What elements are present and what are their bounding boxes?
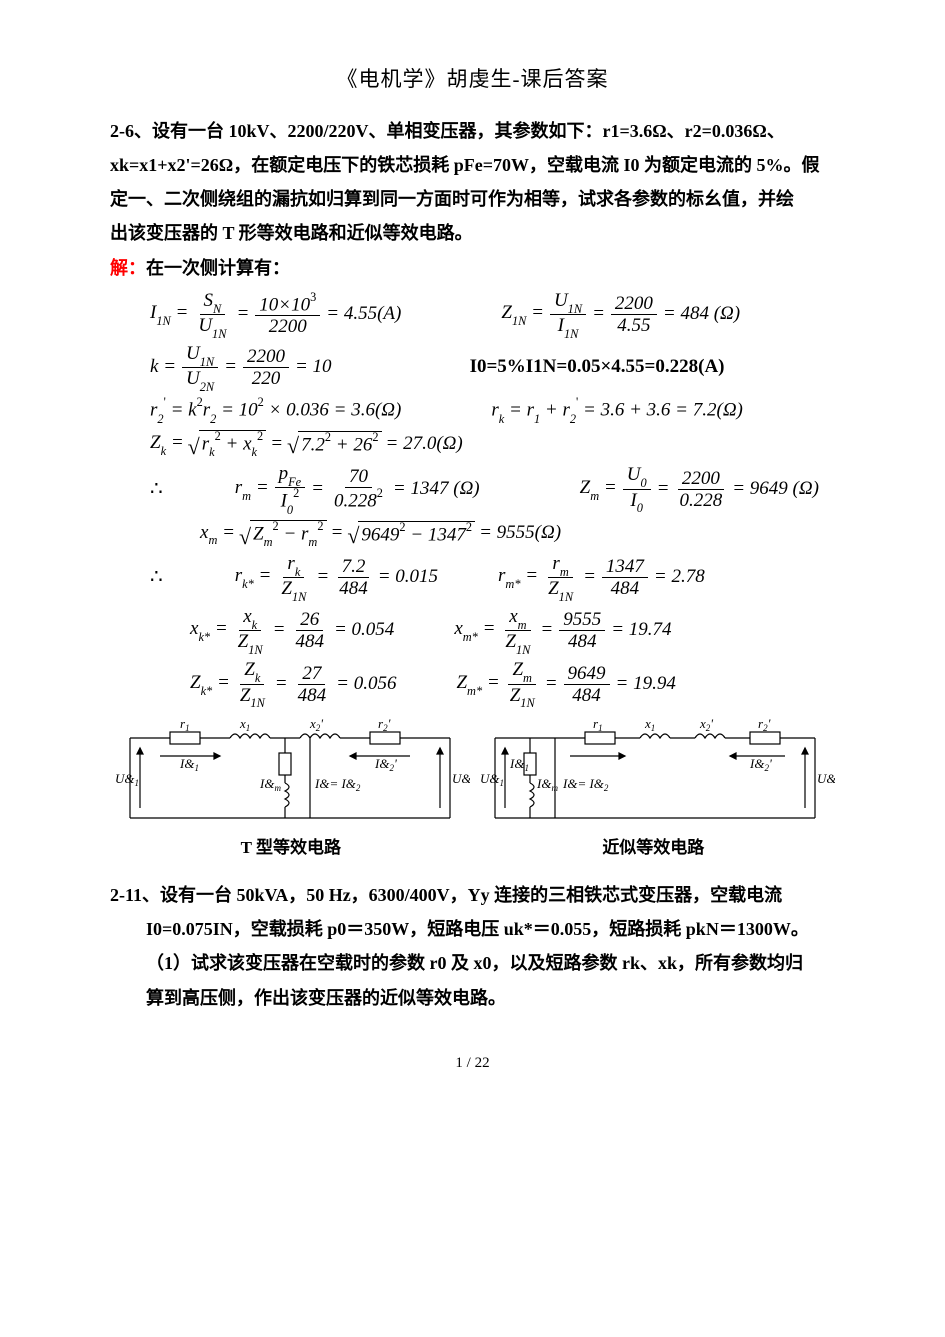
- t-circuit-icon: r1 x1 x2' r2' U&1 U&2' I&1 I&2' I&m I&= …: [110, 718, 470, 828]
- p26-line2: xk=x1+x2'=26Ω，在额定电压下的铁芯损耗 pFe=70W，空载电流 I…: [110, 148, 835, 182]
- svg-text:r1: r1: [593, 718, 603, 733]
- svg-text:x2': x2': [699, 718, 713, 733]
- svg-text:x2': x2': [309, 718, 323, 733]
- p26-line3: 定一、二次侧绕组的漏抗如归算到同一方面时可作为相等，试求各参数的标幺值，并绘: [110, 182, 835, 216]
- eq-Z1N: Z1N = U1NI1N = 22004.55 = 484 (Ω): [501, 291, 740, 338]
- eq-row-5: ∴ rm = pFeI02 = 700.2282 = 1347 (Ω) Zm =…: [150, 464, 835, 514]
- eq-rms: rm* = rmZ1N = 1347484 = 2.78: [498, 554, 705, 601]
- problem-2-11: 2-11、设有一台 50kVA，50 Hz，6300/400V，Yy 连接的三相…: [110, 878, 835, 1015]
- solution-heading: 解：在一次侧计算有：: [110, 251, 835, 285]
- p211-line4: 算到高压侧，作出该变压器的近似等效电路。: [110, 981, 835, 1015]
- eq-row-1: I1N = SNU1N = 10×1032200 = 4.55(A) Z1N =…: [150, 291, 835, 338]
- svg-text:r2': r2': [758, 718, 771, 733]
- caption-t: T 型等效电路: [241, 832, 341, 864]
- eq-row-7: ∴ rk* = rkZ1N = 7.2484 = 0.015 rm* = rmZ…: [150, 554, 835, 601]
- approx-circuit-icon: r1 x1 x2' r2' U&1 U&2' I&1 I&m I&= I&2 I…: [475, 718, 835, 828]
- solution-label: 解：: [110, 258, 146, 278]
- solution-text: 在一次侧计算有：: [146, 258, 290, 278]
- svg-text:I&1: I&1: [509, 756, 529, 773]
- eq-I0: I0=5%I1N=0.05×4.55=0.228(A): [470, 356, 725, 379]
- page-footer: 1 / 22: [110, 1049, 835, 1078]
- eq-row-2: k = U1NU2N = 2200220 = 10 I0=5%I1N=0.05×…: [150, 344, 835, 391]
- svg-text:U&2': U&2': [452, 771, 470, 788]
- svg-text:I&= I&2: I&= I&2: [562, 776, 609, 793]
- svg-text:I&= I&2: I&= I&2: [314, 776, 361, 793]
- svg-text:I&2': I&2': [374, 756, 397, 773]
- svg-text:I&m: I&m: [259, 776, 281, 793]
- eq-row-9: Zk* = ZkZ1N = 27484 = 0.056 Zm* = ZmZ1N …: [190, 660, 835, 707]
- svg-text:I&1: I&1: [179, 756, 199, 773]
- eq-Zms: Zm* = ZmZ1N = 9649484 = 19.94: [456, 660, 675, 707]
- page: 《电机学》胡虔生-课后答案 2-6、设有一台 10kV、2200/220V、单相…: [0, 0, 945, 1117]
- eq-I1N: I1N = SNU1N = 10×1032200 = 4.55(A): [150, 291, 401, 338]
- therefore-icon: ∴: [150, 477, 163, 501]
- eq-xms: xm* = xmZ1N = 9555484 = 19.74: [454, 607, 671, 654]
- circuit-diagrams: r1 x1 x2' r2' U&1 U&2' I&1 I&2' I&m I&= …: [110, 718, 835, 828]
- eq-r2p: r2' = k2r2 = 102 × 0.036 = 3.6(Ω): [150, 397, 401, 424]
- svg-text:x1: x1: [239, 718, 250, 733]
- eq-xks: xk* = xkZ1N = 26484 = 0.054: [190, 607, 394, 654]
- svg-text:r2': r2': [378, 718, 391, 733]
- p26-line1: 2-6、设有一台 10kV、2200/220V、单相变压器，其参数如下：r1=3…: [110, 114, 835, 148]
- svg-text:U&1: U&1: [115, 771, 139, 788]
- eq-Zm: Zm = U0I0 = 22000.228 = 9649 (Ω): [580, 465, 819, 512]
- svg-text:x1: x1: [644, 718, 655, 733]
- svg-text:r1: r1: [180, 718, 190, 733]
- therefore-icon-2: ∴: [150, 565, 163, 589]
- eq-Zk: Zk = rk2 + xk2 = 7.22 + 262 = 27.0(Ω): [150, 430, 463, 458]
- eq-xm: xm = Zm2 − rm2 = 96492 − 13472 = 9555(Ω): [200, 520, 561, 548]
- svg-text:U&1: U&1: [480, 771, 504, 788]
- p211-line3: （1）试求该变压器在空载时的参数 r0 及 x0，以及短路参数 rk、xk，所有…: [110, 946, 835, 980]
- caption-approx: 近似等效电路: [602, 832, 704, 864]
- eq-row-6: xm = Zm2 − rm2 = 96492 − 13472 = 9555(Ω): [200, 520, 835, 548]
- problem-2-6: 2-6、设有一台 10kV、2200/220V、单相变压器，其参数如下：r1=3…: [110, 114, 835, 251]
- eq-k: k = U1NU2N = 2200220 = 10: [150, 344, 332, 391]
- eq-Zks: Zk* = ZkZ1N = 27484 = 0.056: [190, 660, 396, 707]
- eq-row-3: r2' = k2r2 = 102 × 0.036 = 3.6(Ω) rk = r…: [150, 397, 835, 424]
- page-title: 《电机学》胡虔生-课后答案: [110, 60, 835, 100]
- svg-text:U&2': U&2': [817, 771, 835, 788]
- eq-rk: rk = r1 + r2' = 3.6 + 3.6 = 7.2(Ω): [491, 397, 743, 424]
- p211-line1: 2-11、设有一台 50kVA，50 Hz，6300/400V，Yy 连接的三相…: [110, 878, 835, 912]
- eq-rm: rm = pFeI02 = 700.2282 = 1347 (Ω): [235, 464, 480, 514]
- eq-row-4: Zk = rk2 + xk2 = 7.22 + 262 = 27.0(Ω): [150, 430, 835, 458]
- eq-row-8: xk* = xkZ1N = 26484 = 0.054 xm* = xmZ1N …: [190, 607, 835, 654]
- p26-line4: 出该变压器的 T 形等效电路和近似等效电路。: [110, 216, 835, 250]
- circuit-captions: T 型等效电路 近似等效电路: [110, 832, 835, 864]
- svg-text:I&2': I&2': [749, 756, 772, 773]
- p211-line2: I0=0.075IN，空载损耗 p0＝350W，短路电压 uk*＝0.055，短…: [110, 912, 835, 946]
- eq-rks: rk* = rkZ1N = 7.2484 = 0.015: [235, 554, 438, 601]
